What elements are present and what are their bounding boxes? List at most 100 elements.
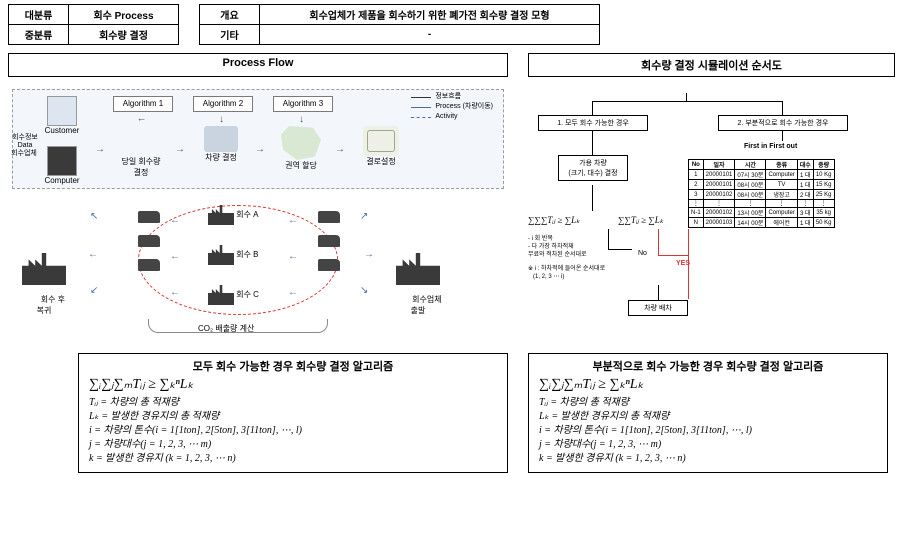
section-title-right: 회수량 결정 시뮬레이션 순서도 — [528, 53, 895, 77]
fc-line — [592, 101, 782, 102]
header-right-table: 개요 회수업체가 제품을 회수하기 위한 폐가전 회수량 결정 모형 기타 - — [199, 4, 600, 45]
fc-note1: - i 회 반복 - 다 가장 하차적재 무료와 적차된 순서대로 — [528, 235, 587, 259]
fc-line — [608, 229, 609, 249]
fc-td: N-1 — [689, 208, 704, 218]
van-group-left — [138, 211, 160, 271]
fc-math2: ∑∑Tᵢⱼ ≥ ∑Lₖ — [618, 215, 664, 226]
algo-box-1: 모두 회수 가능한 경우 회수량 결정 알고리즘 ∑ᵢ∑ⱼ∑ₘTᵢⱼ ≥ ∑ₖⁿ… — [78, 353, 508, 473]
legend-activity: Activity — [435, 112, 457, 122]
van-icon — [318, 211, 340, 223]
arrow-icon: ← — [288, 251, 298, 262]
arrow-icon: → — [255, 144, 265, 155]
fc-td: 07시 30분 — [735, 170, 766, 180]
section-title-left: Process Flow — [8, 53, 508, 77]
step2-node: 차량 결정 — [193, 126, 249, 163]
legend-process: Process (차량이동) — [435, 102, 493, 112]
algo2-sum: ∑ᵢ∑ⱼ∑ₘTᵢⱼ ≥ ∑ₖⁿLₖ — [539, 378, 877, 392]
fc-dispatch-box: 차량 배차 — [628, 300, 688, 316]
van-icon — [138, 235, 160, 247]
fc-tr: N2000010314시 00분에어컨1 대50 Kg — [689, 218, 835, 228]
arrow-icon: ← — [288, 215, 298, 226]
fc-line — [592, 131, 593, 155]
customer-icon — [47, 96, 77, 126]
step4-node: 결로설정 — [353, 126, 409, 167]
fc-th: 시간 — [735, 160, 766, 170]
fc-math1: ∑∑∑Tᵢⱼ ≥ ∑Lₖ — [528, 215, 580, 226]
arrow-icon: ← — [88, 249, 98, 260]
fc-th: 대수 — [797, 160, 813, 170]
fc-fifo: First in First out — [744, 143, 797, 150]
fc-line — [782, 131, 783, 141]
arrow-icon: → — [335, 144, 345, 155]
algo2-d4: j = 차량대수(j = 1, 2, 3, ⋯ m) — [539, 438, 877, 452]
alg2-box: Algorithm 2 — [193, 96, 253, 112]
algo-box-2: 부분적으로 회수 가능한 경우 회수량 결정 알고리즘 ∑ᵢ∑ⱼ∑ₘTᵢⱼ ≥ … — [528, 353, 888, 473]
step4-icon — [363, 126, 399, 156]
fc-case2-box: 2. 부분적으로 회수 가능한 경우 — [718, 115, 848, 131]
step2-icon — [204, 126, 238, 152]
algo2-d1: Tᵢⱼ = 차량의 총 적재량 — [539, 396, 877, 410]
fc-line — [658, 255, 688, 256]
algo1-d3: i = 차량의 톤수(i = 1[1ton], 2[5ton], 3[11ton… — [89, 424, 497, 438]
fc-td: 3 — [689, 190, 704, 200]
fc-table: No일자시간종류대수중량 12000010107시 30분Computer1 대… — [688, 159, 835, 228]
arrow-icon: ← — [170, 251, 180, 262]
arrow-icon: ↘ — [360, 285, 368, 296]
fc-td: 08시 00분 — [735, 180, 766, 190]
arrow-icon: ↓ — [219, 114, 224, 125]
pf-legend: 정보흐름 Process (차량이동) Activity — [411, 92, 493, 122]
hr-r2c2: - — [260, 25, 600, 45]
fc-tr: ⋮⋮⋮⋮⋮⋮ — [689, 200, 835, 208]
step4-label: 결로설정 — [353, 156, 409, 167]
fc-th: No — [689, 160, 704, 170]
arrow-icon: ↓ — [299, 114, 304, 125]
spot-b: 회수 B — [208, 245, 278, 265]
fc-td: 25 Kg — [813, 190, 834, 200]
fc-line — [782, 101, 783, 115]
fc-td: ⋮ — [766, 200, 797, 208]
fc-line — [608, 249, 632, 250]
factory-icon — [396, 253, 440, 285]
step2-label: 차량 결정 — [193, 152, 249, 163]
algo1-title: 모두 회수 가능한 경우 회수량 결정 알고리즘 — [89, 360, 497, 374]
pf-bottom-panel: 회수 후 복귀 회수업체 출발 회수 A 회수 B 회수 C — [8, 195, 508, 345]
fc-th: 중량 — [813, 160, 834, 170]
fc-td: ⋮ — [735, 200, 766, 208]
fc-td: Computer — [766, 208, 797, 218]
fc-td: 1 대 — [797, 170, 813, 180]
fc-tr: N-12000010213시 00분Computer3 대35 kg — [689, 208, 835, 218]
algo1-sum: ∑ᵢ∑ⱼ∑ₘTᵢⱼ ≥ ∑ₖⁿLₖ — [89, 378, 497, 392]
fc-td: 20000101 — [703, 180, 735, 190]
fc-no-label: No — [638, 250, 647, 257]
step1-label: 당일 회수량 결정 — [113, 156, 169, 178]
algo1-d1: Tᵢⱼ = 차량의 총 적재량 — [89, 396, 497, 410]
fc-carspec-box: 가용 차량 (크기, 대수) 결정 — [558, 155, 628, 181]
fc-tr: 12000010107시 30분Computer1 대10 Kg — [689, 170, 835, 180]
fc-td: 08시 00분 — [735, 190, 766, 200]
fc-line — [592, 101, 593, 115]
fc-td: 14시 00분 — [735, 218, 766, 228]
spot-a: 회수 A — [208, 205, 278, 225]
fc-td: 에어컨 — [766, 218, 797, 228]
fc-td: 15 Kg — [813, 180, 834, 190]
step3-node: 권역 할당 — [273, 126, 329, 171]
algo2-d5: k = 발생한 경유지 (k = 1, 2, 3, ⋯ n) — [539, 452, 877, 466]
hr-r2c1: 기타 — [200, 25, 260, 45]
header-row: 대분류 회수 Process 중분류 회수량 결정 개요 회수업체가 제품을 회… — [0, 0, 903, 49]
algo2-d3: i = 차량의 톤수(i = 1[1ton], 2[5ton], 3[11ton… — [539, 424, 877, 438]
alg1-box: Algorithm 1 — [113, 96, 173, 112]
factory-icon — [208, 245, 234, 265]
factory-right-label: 회수업체 출발 — [411, 295, 442, 315]
fc-td: 20000102 — [703, 190, 735, 200]
fc-td: 1 — [689, 170, 704, 180]
legend-info: 정보흐름 — [435, 92, 461, 102]
hl-r2c2: 회수량 결정 — [69, 25, 179, 45]
fc-td: ⋮ — [797, 200, 813, 208]
factory-left-label: 회수 후 복귀 — [37, 295, 65, 315]
fc-td: ⋮ — [813, 200, 834, 208]
fc-td: 50 Kg — [813, 218, 834, 228]
header-left-table: 대분류 회수 Process 중분류 회수량 결정 — [8, 4, 179, 45]
process-flow-diagram: 정보흐름 Process (차량이동) Activity Customer 회수… — [8, 85, 508, 345]
fc-td: 2 대 — [797, 190, 813, 200]
factory-icon — [208, 285, 234, 305]
